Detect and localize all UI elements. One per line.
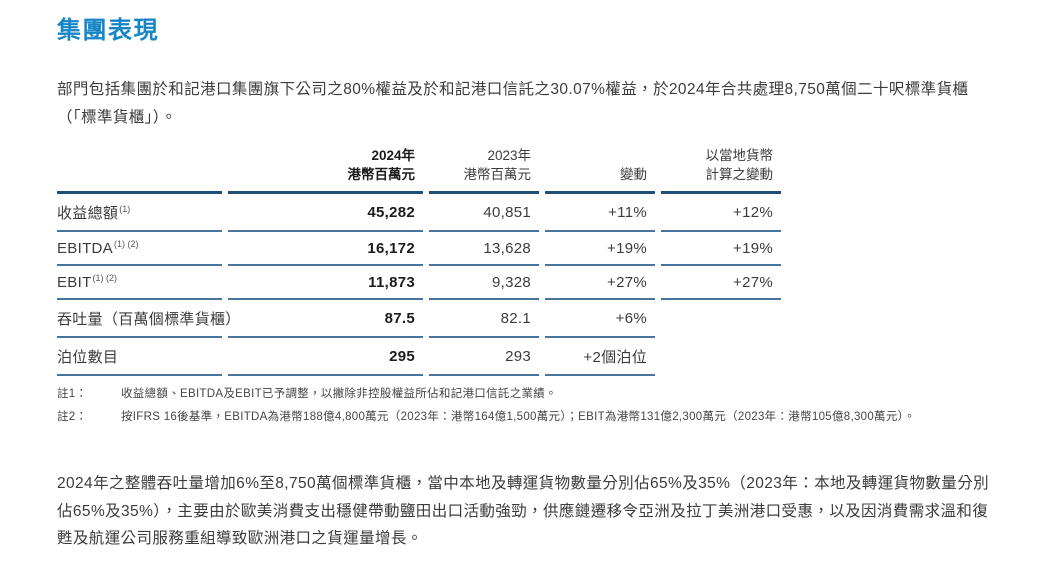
footnote-ref: (1) (2) <box>92 273 118 283</box>
value-2023: 293 <box>429 338 539 376</box>
table-row-throughput: 吞吐量（百萬個標準貨櫃） 87.5 82.1 +6% <box>57 300 781 338</box>
local-change-value <box>661 338 781 376</box>
value-2023: 40,851 <box>429 194 539 232</box>
header-2024-year: 2024年 <box>371 148 415 163</box>
header-local-change-line2: 計算之變動 <box>705 167 774 182</box>
row-label-text: EBIT <box>57 274 92 291</box>
footnote-1-text: 收益總額、EBITDA及EBIT已予調整，以撇除非控股權益所佔和記港口信託之業績… <box>121 388 557 400</box>
value-2023: 9,328 <box>429 266 539 300</box>
local-change-value: +12% <box>661 194 781 232</box>
table-row-revenue: 收益總額(1) 45,282 40,851 +11% +12% <box>57 194 781 232</box>
row-label-text: EBITDA <box>57 240 113 257</box>
change-value: +2個泊位 <box>545 338 655 376</box>
value-2023: 13,628 <box>429 232 539 266</box>
performance-table: 2024年 港幣百萬元 2023年 港幣百萬元 變動 以當地貨幣 計算之變動 收… <box>51 146 787 376</box>
row-label: 收益總額(1) <box>57 194 222 232</box>
header-2023: 2023年 港幣百萬元 <box>429 146 539 194</box>
footnote-ref: (1) <box>119 204 131 214</box>
value-2024: 87.5 <box>228 300 423 338</box>
table-row-berths: 泊位數目 295 293 +2個泊位 <box>57 338 781 376</box>
change-value: +27% <box>545 266 655 300</box>
row-label: EBIT(1) (2) <box>57 266 222 300</box>
row-label: 泊位數目 <box>57 338 222 376</box>
header-2024-unit: 港幣百萬元 <box>347 167 416 182</box>
local-change-value <box>661 300 781 338</box>
table-header-row: 2024年 港幣百萬元 2023年 港幣百萬元 變動 以當地貨幣 計算之變動 <box>57 146 781 194</box>
header-change: 變動 <box>545 146 655 194</box>
change-value: +6% <box>545 300 655 338</box>
group-performance-section: 集團表現 部門包括集團於和記港口集團旗下公司之80%權益及於和記港口信託之30.… <box>51 17 990 547</box>
footnote-1: 註1： 收益總額、EBITDA及EBIT已予調整，以撇除非控股權益所佔和記港口信… <box>57 386 990 404</box>
header-local-change-line1: 以當地貨幣 <box>705 148 774 163</box>
value-2024: 16,172 <box>228 232 423 266</box>
value-2024: 45,282 <box>228 194 423 232</box>
row-label: 吞吐量（百萬個標準貨櫃） <box>57 300 240 338</box>
row-label: EBITDA(1) (2) <box>57 232 222 266</box>
header-2023-year: 2023年 <box>487 148 531 163</box>
header-change-label: 變動 <box>620 167 647 182</box>
value-2024: 295 <box>228 338 423 376</box>
footnote-2-text: 按IFRS 16後基準，EBITDA為港幣188億4,800萬元（2023年：港… <box>121 410 916 423</box>
row-label-text: 收益總額 <box>57 205 119 222</box>
change-value: +19% <box>545 232 655 266</box>
footnote-ref: (1) (2) <box>113 239 139 249</box>
row-label-text: 吞吐量（百萬個標準貨櫃） <box>57 311 241 328</box>
value-2023: 82.1 <box>429 300 539 338</box>
intro-paragraph: 部門包括集團於和記港口集團旗下公司之80%權益及於和記港口信託之30.07%權益… <box>57 81 969 126</box>
footnote-2-label: 註2： <box>57 410 88 423</box>
header-local-change: 以當地貨幣 計算之變動 <box>661 146 781 194</box>
header-2023-unit: 港幣百萬元 <box>463 167 532 182</box>
local-change-value: +19% <box>661 232 781 266</box>
footnote-1-label: 註1： <box>57 388 88 400</box>
row-label-text: 泊位數目 <box>57 349 119 366</box>
closing-paragraph: 2024年之整體吞吐量增加6%至8,750萬個標準貨櫃，當中本地及轉運貨物數量分… <box>57 475 990 547</box>
table-row-ebit: EBIT(1) (2) 11,873 9,328 +27% +27% <box>57 266 781 300</box>
header-2024: 2024年 港幣百萬元 <box>228 146 423 194</box>
local-change-value: +27% <box>661 266 781 300</box>
table-row-ebitda: EBITDA(1) (2) 16,172 13,628 +19% +19% <box>57 232 781 266</box>
change-value: +11% <box>545 194 655 232</box>
value-2024: 11,873 <box>228 266 423 300</box>
page-title: 集團表現 <box>57 17 159 44</box>
footnote-2: 註2： 按IFRS 16後基準，EBITDA為港幣188億4,800萬元（202… <box>57 409 990 427</box>
header-label-column <box>57 146 222 194</box>
footnotes: 註1： 收益總額、EBITDA及EBIT已予調整，以撇除非控股權益所佔和記港口信… <box>57 386 990 426</box>
